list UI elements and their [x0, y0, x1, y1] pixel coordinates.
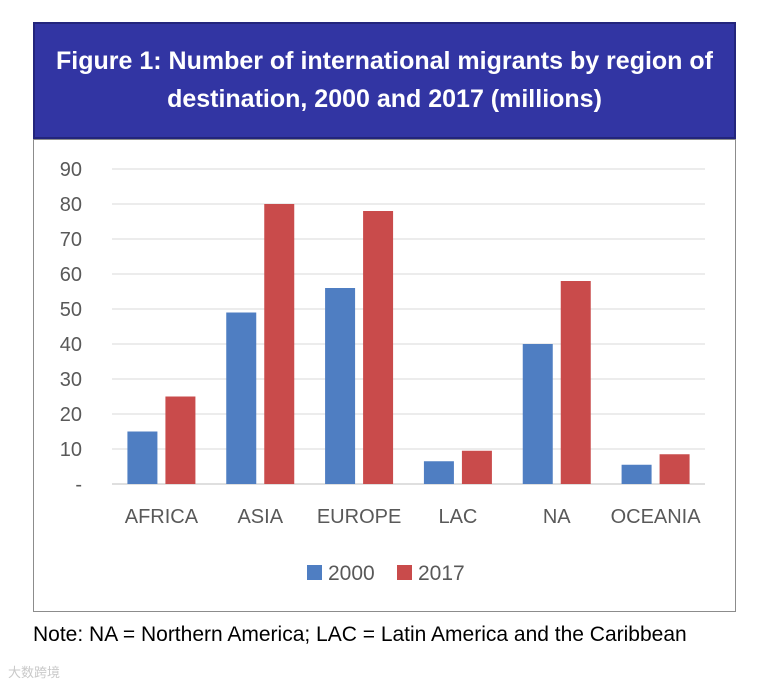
bar-2000-lac: [423, 461, 454, 484]
bar-2017-europe: [363, 211, 394, 484]
y-tick-label: 90: [60, 159, 82, 181]
bar-2000-africa: [127, 431, 158, 484]
y-tick-label: -: [75, 474, 82, 496]
watermark: 大数跨境: [8, 665, 61, 680]
x-tick-label: EUROPE: [317, 506, 401, 528]
bar-2017-africa: [165, 396, 196, 484]
y-tick-label: 20: [60, 404, 82, 426]
footnote: Note: NA = Northern America; LAC = Latin…: [33, 623, 687, 646]
y-tick-label: 30: [60, 369, 82, 391]
chart-title-banner: Figure 1: Number of international migran…: [33, 22, 736, 139]
bar-2000-na: [522, 344, 553, 484]
bar-2017-oceania: [659, 454, 690, 484]
x-tick-label: AFRICA: [125, 506, 199, 528]
x-axis-labels: AFRICA ASIA EUROPE LAC NA OCEANIA: [125, 506, 702, 528]
y-tick-label: 70: [60, 229, 82, 251]
legend-label-2017: 2017: [418, 562, 465, 585]
legend: 2000 2017: [307, 562, 465, 585]
legend-swatch-2000: [307, 565, 322, 580]
bar-2017-asia: [264, 204, 295, 484]
y-tick-label: 80: [60, 194, 82, 216]
y-tick-label: 10: [60, 439, 82, 461]
y-tick-label: 50: [60, 299, 82, 321]
gridlines: [112, 168, 705, 485]
bars: [127, 204, 690, 484]
legend-swatch-2017: [397, 565, 412, 580]
x-tick-label: NA: [543, 506, 571, 528]
bar-2000-asia: [226, 312, 257, 484]
bar-2017-na: [560, 281, 591, 484]
bar-2000-europe: [325, 288, 356, 484]
x-tick-label: ASIA: [237, 506, 283, 528]
legend-label-2000: 2000: [328, 562, 375, 585]
chart-title-line-1: Figure 1: Number of international migran…: [56, 47, 713, 75]
chart-title-line-2: destination, 2000 and 2017 (millions): [167, 85, 602, 113]
x-tick-label: OCEANIA: [611, 506, 702, 528]
y-axis-ticks: - 10 20 30 40 50 60 70 80 90: [60, 159, 82, 496]
y-tick-label: 40: [60, 334, 82, 356]
y-tick-label: 60: [60, 264, 82, 286]
x-tick-label: LAC: [438, 506, 477, 528]
bar-2017-lac: [461, 450, 492, 484]
bar-2000-oceania: [621, 464, 652, 484]
